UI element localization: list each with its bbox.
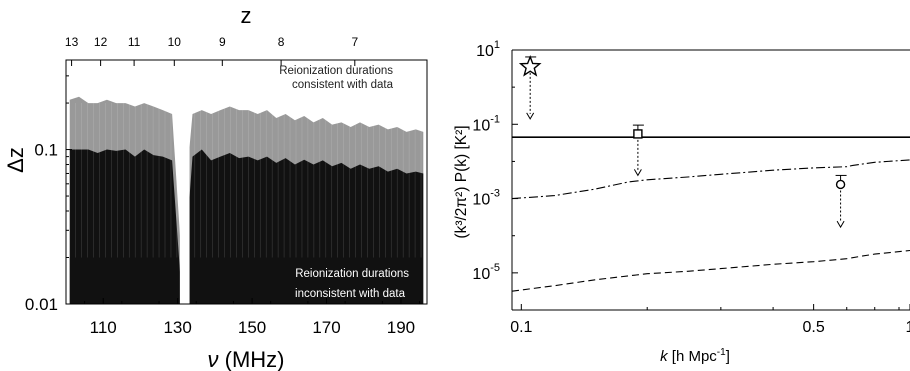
left-y-tick-label: 0.1 (34, 141, 58, 160)
tick-base: 10 (472, 117, 490, 134)
tick-base: 10 (476, 43, 494, 60)
square-marker (633, 129, 643, 139)
left-top-tick-label: 8 (278, 35, 285, 49)
left-top-axis-label: z (241, 3, 252, 28)
annotation-consistent-line2: consistent with data (292, 79, 394, 91)
right-x-axis-var: k (660, 348, 669, 365)
tick-exponent: 1 (494, 39, 500, 51)
left-top-tick-label: 10 (168, 35, 182, 49)
left-top-tick-label: 9 (219, 35, 226, 49)
star-marker (518, 54, 542, 77)
left-x-axis-label: ν (MHz) (208, 347, 285, 371)
left-y-axis-label: Δz (3, 147, 28, 173)
tick-base: 10 (472, 192, 490, 209)
right-x-axis-exp: -1 (717, 347, 726, 358)
right-plot-area (512, 54, 910, 292)
right-x-tick-label: 0.5 (803, 319, 825, 336)
left-x-tick-label: 150 (238, 318, 266, 337)
arrow-head (836, 220, 845, 229)
right-y-axis-label: (k³/2π²) P(k) [K²] (453, 125, 470, 238)
left-plot-area (69, 60, 427, 304)
left-x-axis-unit: (MHz) (219, 347, 285, 371)
left-y-tick-label: 0.01 (25, 295, 58, 314)
right-x-axis-unit: [h Mpc (668, 348, 718, 365)
left-x-tick-label: 110 (90, 318, 117, 337)
gap-131mhz (179, 60, 190, 304)
left-plot-frame (65, 59, 428, 305)
left-x-tick-label: 130 (163, 318, 191, 337)
right-y-tick-label: 101 (476, 39, 500, 60)
right-x-axis-label: k [h Mpc-1] (660, 347, 730, 365)
tick-exponent: -5 (490, 262, 500, 274)
right-y-tick-label: 10-3 (472, 188, 500, 209)
right-x-axis-close: ] (726, 348, 730, 365)
left-top-tick-label: 13 (65, 35, 79, 49)
right-x-tick-label: 0.1 (510, 319, 532, 336)
left-top-tick-label: 12 (94, 35, 108, 49)
right-x-tick-labels: 0.1 0.5 1 (510, 319, 910, 336)
arrow-head (526, 112, 535, 120)
left-y-axis-delta: Δ (3, 158, 28, 173)
left-top-tick-label: 7 (351, 35, 358, 49)
right-ticks (512, 49, 910, 311)
series-dash-dot (512, 159, 910, 200)
annotation-inconsistent-line1: Reionization durations (295, 268, 409, 280)
left-x-tick-label: 190 (387, 318, 415, 337)
right-y-tick-label: 10-5 (472, 262, 500, 283)
tick-exponent: -3 (490, 188, 500, 200)
tick-exponent: -1 (490, 113, 500, 125)
left-y-axis-var: z (3, 147, 28, 158)
annotation-consistent-line1: Reionization durations (279, 65, 393, 77)
left-x-tick-label: 170 (312, 318, 340, 337)
left-top-tick-label: 11 (128, 35, 141, 49)
annotation-inconsistent-line2: inconsistent with data (295, 288, 406, 300)
circle-marker (835, 179, 846, 190)
series-dashed (512, 249, 910, 292)
arrow-head (633, 169, 642, 177)
right-x-tick-label: 1 (906, 319, 910, 336)
left-ticks (66, 60, 421, 305)
right-y-tick-label: 10-1 (472, 113, 500, 134)
tick-base: 10 (472, 266, 490, 283)
area-inconsistent (69, 149, 424, 304)
left-y-tick-labels: 0.01 0.1 (25, 141, 58, 314)
left-x-tick-labels: 110 130 150 170 190 (90, 318, 415, 337)
left-top-tick-labels: 13 12 11 10 9 8 7 (65, 35, 359, 49)
left-x-axis-symbol: ν (208, 347, 219, 371)
left-chart: 13 12 11 10 9 8 7 110 130 150 170 190 0.01 0.1 z ν … (3, 3, 428, 371)
